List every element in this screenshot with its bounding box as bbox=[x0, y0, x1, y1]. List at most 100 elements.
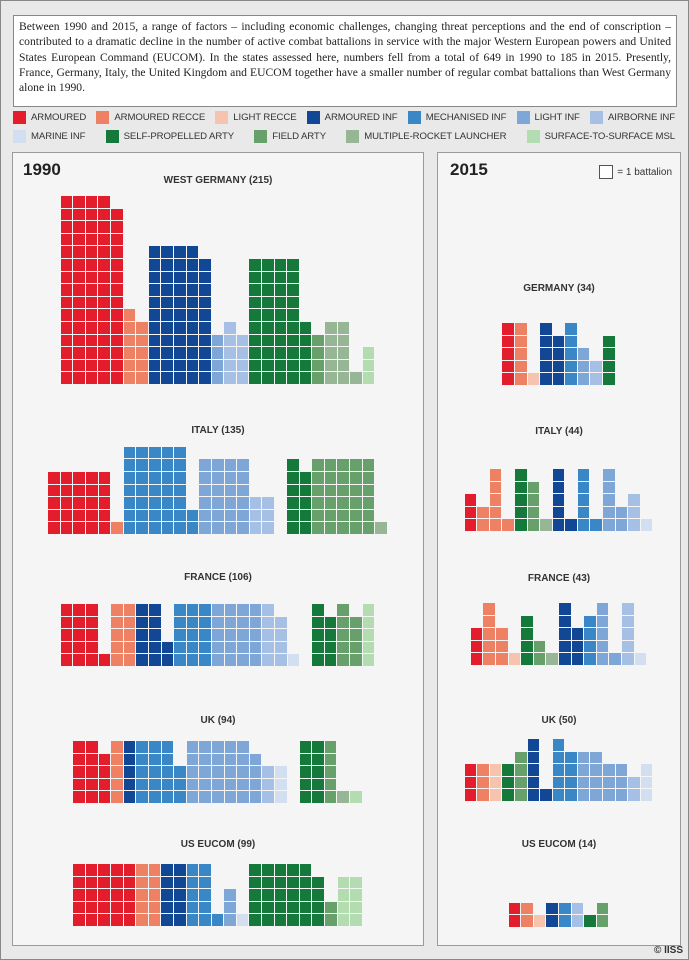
battalion-square bbox=[337, 509, 349, 522]
battalion-square bbox=[325, 347, 337, 359]
battalion-square bbox=[533, 915, 546, 927]
battalion-square bbox=[502, 348, 514, 360]
waffle-column-sparty bbox=[287, 864, 300, 927]
battalion-square bbox=[73, 246, 85, 259]
battalion-square bbox=[161, 359, 173, 372]
battalion-square bbox=[312, 791, 324, 803]
waffle-column-mechinf bbox=[136, 446, 149, 535]
waffle-column-sparty bbox=[262, 259, 275, 385]
battalion-square bbox=[312, 778, 324, 791]
battalion-square bbox=[136, 753, 149, 766]
battalion-square bbox=[565, 323, 577, 335]
battalion-square bbox=[237, 484, 249, 497]
battalion-square bbox=[237, 472, 249, 484]
country-title: WEST GERMANY (215) bbox=[163, 175, 273, 186]
battalion-square bbox=[123, 753, 136, 766]
legend-label: SURFACE-TO-SURFACE MSL bbox=[544, 131, 675, 142]
battalion-square bbox=[483, 653, 496, 665]
battalion-square bbox=[161, 334, 173, 347]
battalion-square bbox=[224, 497, 237, 509]
battalion-square bbox=[136, 446, 149, 459]
waffle-column-sparty bbox=[274, 864, 288, 927]
battalion-square bbox=[502, 323, 514, 335]
battalion-square bbox=[299, 901, 312, 914]
legend-item-ssm: SURFACE-TO-SURFACE MSL bbox=[526, 130, 675, 143]
battalion-square bbox=[148, 284, 161, 296]
battalion-square bbox=[98, 914, 110, 926]
battalion-square bbox=[148, 864, 161, 876]
battalion-square bbox=[312, 876, 325, 889]
waffle-column-sparty bbox=[584, 915, 597, 928]
waffle-column-ssm bbox=[350, 876, 363, 927]
battalion-square bbox=[149, 522, 161, 534]
battalion-square bbox=[73, 766, 86, 778]
legend-swatch bbox=[589, 111, 603, 124]
battalion-square bbox=[236, 359, 249, 372]
battalion-square bbox=[73, 616, 86, 629]
battalion-square bbox=[603, 764, 615, 776]
battalion-square bbox=[161, 864, 173, 876]
battalion-square bbox=[85, 208, 98, 221]
battalion-square bbox=[186, 864, 199, 876]
waffle-column-mrl bbox=[325, 322, 338, 385]
battalion-square bbox=[224, 778, 237, 791]
battalion-square bbox=[590, 751, 603, 764]
battalion-square bbox=[596, 902, 609, 915]
battalion-square bbox=[324, 522, 337, 534]
battalion-square bbox=[149, 791, 161, 803]
battalion-square bbox=[337, 901, 350, 914]
battalion-square bbox=[123, 484, 136, 497]
battalion-square bbox=[110, 284, 123, 296]
battalion-square bbox=[262, 359, 274, 372]
battalion-square bbox=[149, 604, 161, 616]
battalion-square bbox=[312, 889, 325, 901]
battalion-square bbox=[274, 309, 287, 322]
battalion-square bbox=[299, 472, 312, 484]
battalion-square bbox=[186, 309, 199, 322]
battalion-square bbox=[552, 373, 565, 385]
battalion-square bbox=[73, 741, 86, 753]
battalion-square bbox=[123, 472, 136, 484]
battalion-square bbox=[514, 323, 527, 335]
battalion-square bbox=[337, 604, 349, 616]
battalion-square bbox=[60, 497, 73, 509]
battalion-square bbox=[237, 641, 249, 654]
battalion-square bbox=[237, 629, 249, 641]
battalion-square bbox=[60, 654, 73, 666]
battalion-square bbox=[337, 654, 349, 666]
waffle-column-ssm bbox=[362, 347, 376, 385]
battalion-square bbox=[98, 296, 110, 309]
waffle-column-armd bbox=[470, 628, 484, 666]
battalion-square bbox=[540, 335, 552, 348]
battalion-square bbox=[262, 889, 274, 901]
battalion-square bbox=[123, 876, 136, 889]
battalion-square bbox=[86, 766, 98, 778]
battalion-square bbox=[186, 914, 199, 926]
battalion-square bbox=[173, 876, 186, 889]
battalion-square bbox=[136, 889, 148, 901]
waffle-column-mechinf bbox=[149, 741, 162, 804]
battalion-square bbox=[299, 359, 312, 372]
battalion-square bbox=[60, 309, 73, 322]
battalion-square bbox=[577, 776, 590, 789]
battalion-square bbox=[212, 654, 224, 666]
battalion-square bbox=[60, 271, 73, 284]
battalion-square bbox=[249, 497, 262, 509]
battalion-square bbox=[262, 876, 274, 889]
battalion-square bbox=[262, 864, 274, 876]
battalion-square bbox=[173, 347, 186, 359]
battalion-square bbox=[565, 348, 577, 360]
battalion-square bbox=[86, 604, 98, 616]
battalion-square bbox=[161, 753, 174, 766]
battalion-square bbox=[174, 472, 186, 484]
battalion-square bbox=[324, 778, 337, 791]
waffle-column-armdinf bbox=[199, 259, 212, 385]
battalion-square bbox=[98, 864, 110, 876]
battalion-square bbox=[173, 901, 186, 914]
waffle-column-armd bbox=[85, 864, 99, 927]
battalion-square bbox=[299, 791, 312, 803]
battalion-square bbox=[60, 347, 73, 359]
battalion-square bbox=[211, 334, 224, 347]
waffle-column-armdrecce bbox=[496, 628, 509, 666]
battalion-square bbox=[483, 615, 496, 628]
